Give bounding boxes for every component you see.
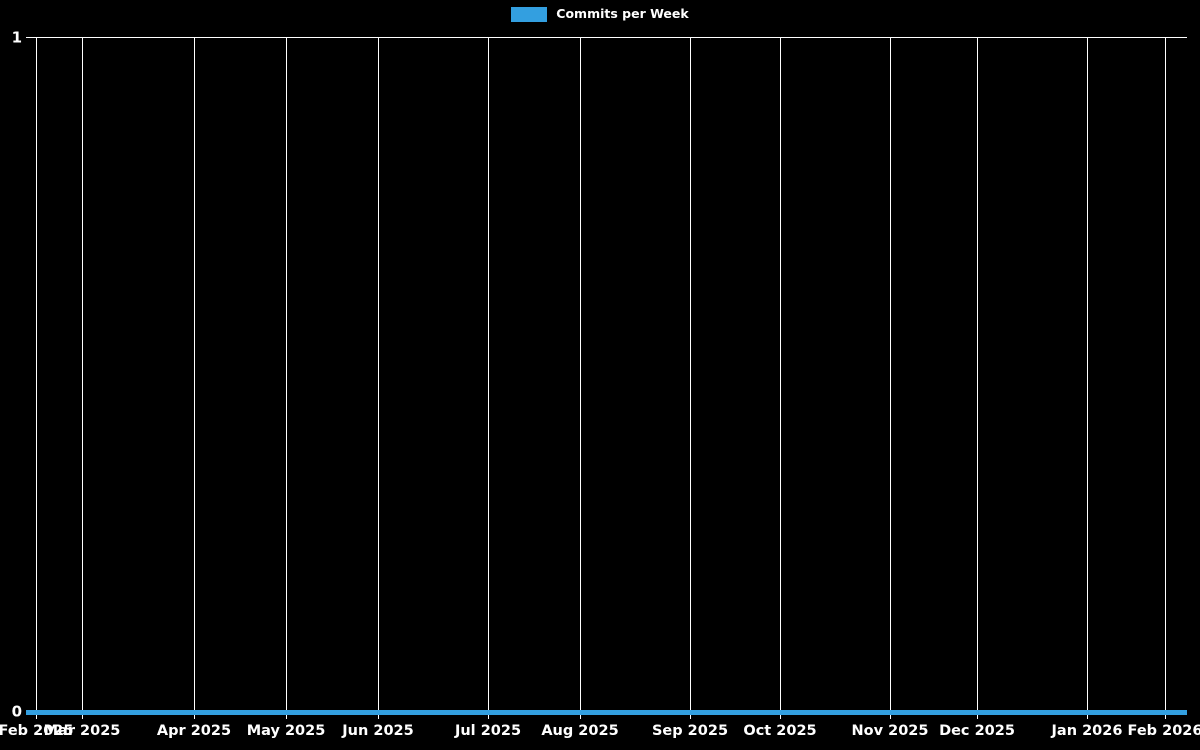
gridline-vertical: [82, 37, 83, 719]
gridline-vertical: [194, 37, 195, 719]
gridline-vertical: [890, 37, 891, 719]
y-axis-tick-label: 1: [11, 28, 22, 47]
x-axis-tick-label: Aug 2025: [541, 723, 619, 739]
x-axis-tick-label: Mar 2025: [43, 723, 121, 739]
gridline-vertical: [286, 37, 287, 719]
x-axis-tick-label: Dec 2025: [939, 723, 1015, 739]
gridline-vertical: [36, 37, 37, 719]
x-axis-tick-label: May 2025: [246, 723, 326, 739]
gridline-vertical: [488, 37, 489, 719]
plot-area: [26, 37, 1187, 712]
gridline-vertical: [690, 37, 691, 719]
x-axis-tick-label: Jul 2025: [454, 723, 522, 739]
gridline-vertical: [977, 37, 978, 719]
x-axis-tick-label: Jan 2026: [1051, 723, 1123, 739]
x-axis-tick-label: Jun 2025: [342, 723, 414, 739]
x-axis-tick-label: Oct 2025: [743, 723, 817, 739]
x-axis-tick-label: Feb 2025: [0, 723, 74, 739]
legend-swatch-icon: [511, 6, 548, 22]
x-axis-tick-label: Sep 2025: [651, 723, 729, 739]
gridline-vertical: [780, 37, 781, 719]
legend-label: Commits per Week: [556, 5, 689, 21]
chart-legend: Commits per Week: [0, 0, 1200, 28]
gridline-vertical: [1087, 37, 1088, 719]
gridline-vertical: [580, 37, 581, 719]
y-axis-tick-label: 0: [11, 702, 22, 721]
gridline-vertical: [1165, 37, 1166, 719]
x-axis-tick-label: Nov 2025: [851, 723, 929, 739]
x-axis-tick-label: Apr 2025: [156, 723, 232, 739]
x-axis-tick-label: Feb 2026: [1127, 723, 1200, 739]
axis-line-top: [26, 37, 1187, 38]
series-line-commits-per-week: [26, 710, 1187, 715]
legend-entry-commits-per-week[interactable]: Commits per Week: [511, 5, 689, 22]
gridline-vertical: [378, 37, 379, 719]
